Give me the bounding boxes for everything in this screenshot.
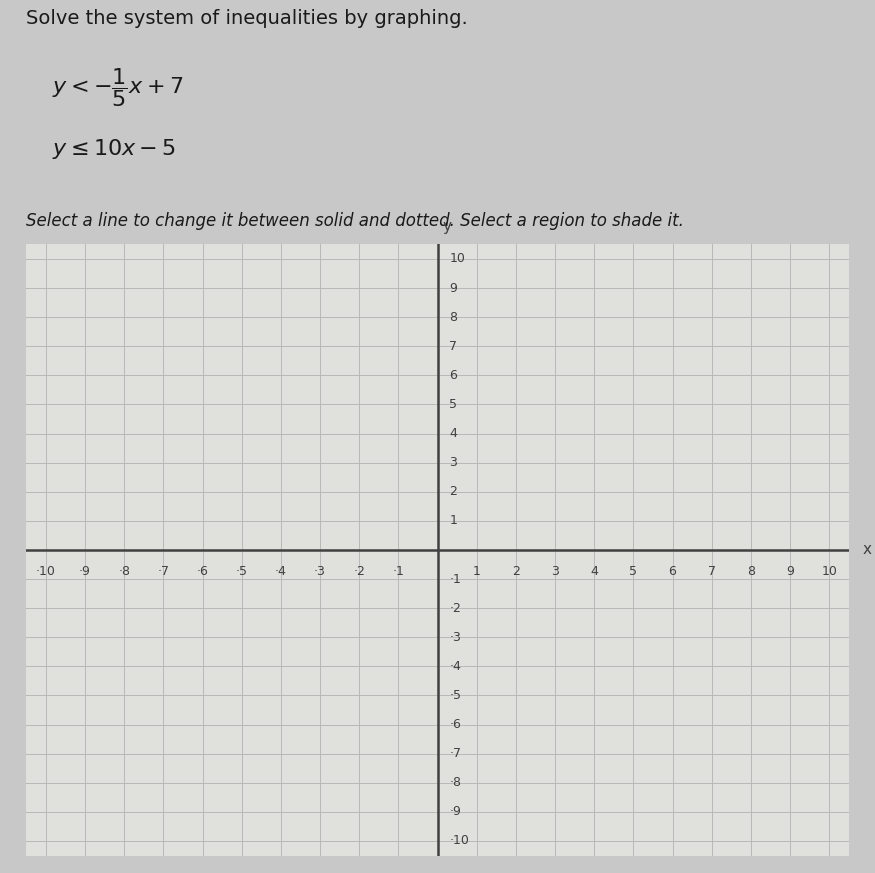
Text: Solve the system of inequalities by graphing.: Solve the system of inequalities by grap… — [26, 10, 468, 29]
Text: ·6: ·6 — [449, 718, 461, 731]
Text: y: y — [443, 219, 452, 234]
Text: 7: 7 — [449, 340, 458, 353]
Text: ·1: ·1 — [449, 573, 461, 586]
Text: $y < -\dfrac{1}{5}x + 7$: $y < -\dfrac{1}{5}x + 7$ — [52, 66, 184, 109]
Text: 9: 9 — [449, 282, 457, 294]
Text: ·5: ·5 — [449, 689, 461, 702]
Text: Select a line to change it between solid and dotted. Select a region to shade it: Select a line to change it between solid… — [26, 212, 684, 230]
Text: ·6: ·6 — [197, 565, 208, 578]
Text: ·2: ·2 — [449, 601, 461, 615]
Text: ·4: ·4 — [449, 660, 461, 673]
Text: 1: 1 — [449, 514, 457, 527]
Text: 6: 6 — [449, 369, 457, 382]
Text: 10: 10 — [822, 565, 837, 578]
Text: 5: 5 — [449, 398, 458, 411]
Text: 7: 7 — [708, 565, 716, 578]
Text: ·10: ·10 — [36, 565, 56, 578]
Text: ·7: ·7 — [158, 565, 170, 578]
Text: 4: 4 — [591, 565, 598, 578]
Text: 1: 1 — [473, 565, 480, 578]
Text: ·4: ·4 — [275, 565, 287, 578]
Text: ·2: ·2 — [354, 565, 365, 578]
Text: 10: 10 — [449, 252, 466, 265]
Text: 3: 3 — [449, 457, 457, 469]
Text: ·3: ·3 — [449, 631, 461, 643]
Text: ·8: ·8 — [118, 565, 130, 578]
Text: ·3: ·3 — [314, 565, 326, 578]
Text: 5: 5 — [629, 565, 637, 578]
Text: ·10: ·10 — [449, 835, 469, 848]
Text: x: x — [863, 542, 872, 558]
Text: 6: 6 — [668, 565, 676, 578]
Text: ·7: ·7 — [449, 747, 461, 760]
Text: 8: 8 — [747, 565, 755, 578]
Text: 2: 2 — [449, 485, 457, 498]
Text: ·9: ·9 — [79, 565, 91, 578]
Text: ·9: ·9 — [449, 806, 461, 818]
Text: 2: 2 — [512, 565, 520, 578]
Text: ·1: ·1 — [392, 565, 404, 578]
Text: ·5: ·5 — [235, 565, 248, 578]
Text: $y \leq 10x - 5$: $y \leq 10x - 5$ — [52, 137, 177, 161]
Text: 9: 9 — [786, 565, 794, 578]
Text: 3: 3 — [551, 565, 559, 578]
Text: 8: 8 — [449, 311, 458, 324]
Text: 4: 4 — [449, 427, 457, 440]
Text: ·8: ·8 — [449, 776, 461, 789]
